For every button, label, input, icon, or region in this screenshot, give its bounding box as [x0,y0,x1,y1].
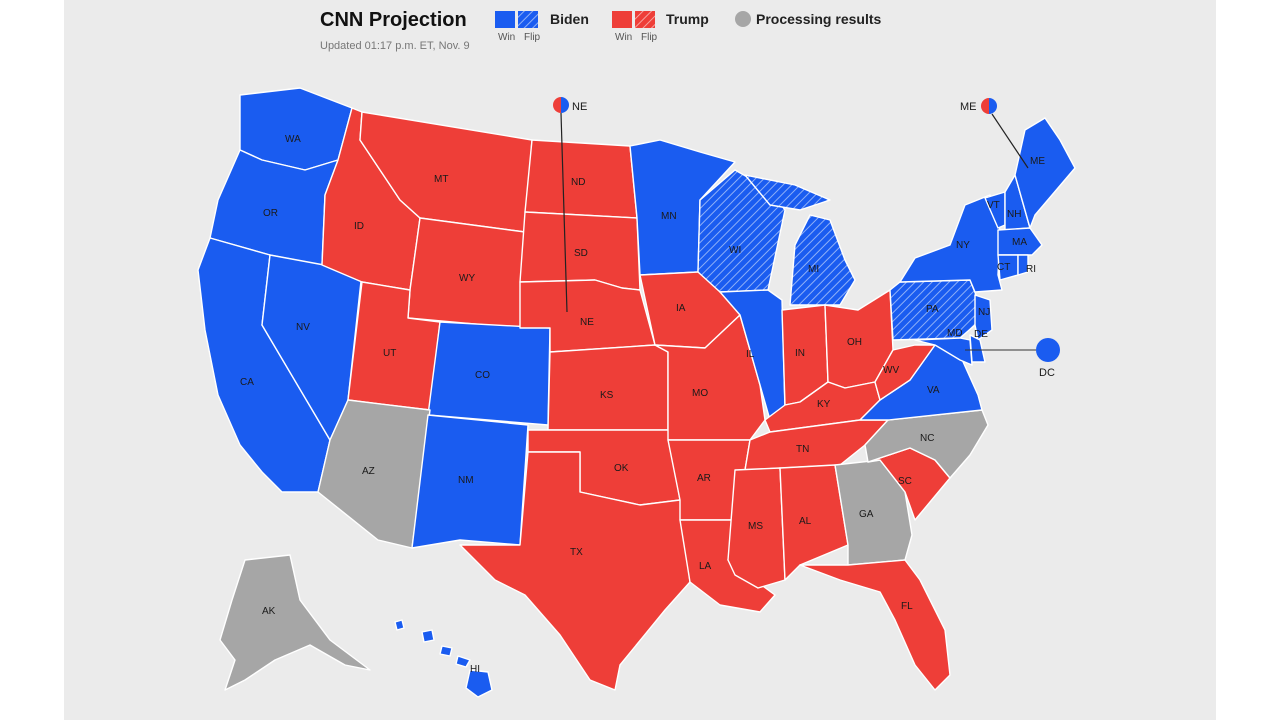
legend-processing-label: Processing results [756,11,881,27]
label-ms: MS [748,521,763,532]
state-ma[interactable] [997,227,1043,256]
label-de: DE [974,329,988,340]
label-mt: MT [434,174,448,185]
label-ma: MA [1012,237,1027,248]
label-tn: TN [796,444,809,455]
me-callout-trump-half [981,98,989,114]
legend-processing-swatch [735,11,751,27]
legend-biden-win-swatch [495,11,515,28]
me-leader-line [991,113,1029,169]
label-oh: OH [847,337,862,348]
label-ok: OK [614,463,629,474]
label-ga: GA [859,509,874,520]
state-hi[interactable] [394,619,493,698]
label-nc: NC [920,433,934,444]
me-callout[interactable]: ME [960,98,1029,169]
legend-biden-flip-swatch [518,11,538,28]
label-ar: AR [697,473,711,484]
state-labels: WA OR CA NV ID MT WY UT CO AZ NM ND SD N… [240,134,1055,675]
label-in: IN [795,348,805,359]
state-az[interactable] [317,399,431,549]
label-mi: MI [808,264,819,275]
label-ky: KY [817,399,831,410]
legend-biden-flip-label: Flip [524,32,541,43]
label-mn: MN [661,211,677,222]
state-mi-upper[interactable] [744,174,831,211]
me-callout-label: ME [960,101,977,113]
label-vt: VT [987,200,1000,211]
label-nm: NM [458,475,474,486]
legend-trump-win-label: Win [615,32,632,43]
legend-trump-win-swatch [612,11,632,28]
label-dc: DC [1039,367,1055,379]
me-callout-biden-half [989,98,997,114]
updated-timestamp: Updated 01:17 p.m. ET, Nov. 9 [320,40,470,52]
label-fl: FL [901,601,913,612]
label-wy: WY [459,273,475,284]
state-me[interactable] [1014,117,1076,229]
label-nd: ND [571,177,585,188]
state-md[interactable] [914,337,973,366]
label-sc: SC [898,476,912,487]
legend-biden-win-label: Win [498,32,515,43]
label-nh: NH [1007,209,1021,220]
state-dc[interactable] [1036,338,1060,362]
state-nm[interactable] [411,414,529,549]
state-tx[interactable] [459,451,691,691]
label-va: VA [927,385,940,396]
label-il: IL [746,349,755,360]
label-id: ID [354,221,364,232]
label-nj: NJ [978,307,990,318]
label-ca: CA [240,377,254,388]
label-ny: NY [956,240,970,251]
state-wi[interactable] [697,169,786,293]
label-ak: AK [262,606,276,617]
label-me: ME [1030,156,1045,167]
label-al: AL [799,516,812,527]
label-hi: HI [470,664,480,675]
state-fl[interactable] [799,559,951,691]
ne-callout[interactable]: NE [553,97,587,313]
label-ne: NE [580,317,594,328]
state-nj[interactable] [974,294,993,341]
label-ks: KS [600,390,614,401]
state-ri[interactable] [1017,254,1029,276]
label-ri: RI [1026,264,1036,275]
ne-leader-line [560,112,568,313]
label-ct: CT [997,262,1010,273]
label-sd: SD [574,248,588,259]
page-title: CNN Projection [320,9,467,31]
legend-trump-flip-label: Flip [641,32,658,43]
label-co: CO [475,370,490,381]
label-wa: WA [285,134,301,145]
label-la: LA [699,561,712,572]
label-tx: TX [570,547,583,558]
state-ak[interactable] [219,554,371,691]
states [197,87,1076,698]
label-ut: UT [383,348,396,359]
ne-callout-biden-half [561,97,569,113]
legend-biden-label: Biden [550,11,589,27]
label-az: AZ [362,466,375,477]
label-wi: WI [729,245,741,256]
label-wv: WV [883,365,899,376]
state-al[interactable] [779,464,849,581]
state-mi[interactable] [789,214,856,306]
label-mo: MO [692,388,708,399]
label-md: MD [947,328,963,339]
label-ia: IA [676,303,686,314]
ne-callout-trump-half [553,97,561,113]
label-pa: PA [926,304,939,315]
label-or: OR [263,208,278,219]
legend-trump-flip-swatch [635,11,655,28]
legend-trump-label: Trump [666,11,709,27]
state-ks[interactable] [547,344,669,431]
label-nv: NV [296,322,310,333]
legend: Biden Win Flip Trump Win Flip Processing… [495,11,881,43]
ne-callout-label: NE [572,101,587,113]
